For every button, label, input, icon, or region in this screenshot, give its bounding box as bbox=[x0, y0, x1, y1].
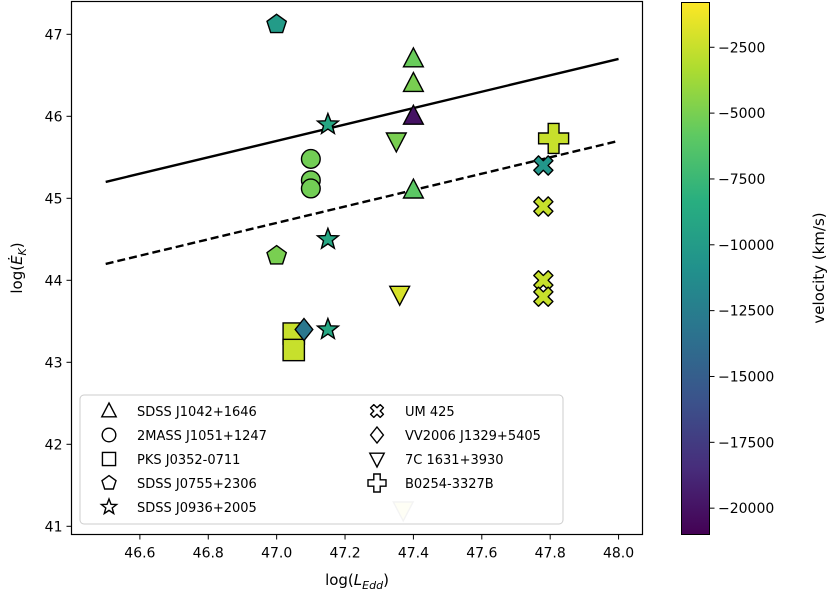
data-point-x bbox=[533, 286, 554, 307]
x-tick-label: 47.0 bbox=[261, 546, 292, 562]
y-tick-label: 47 bbox=[45, 27, 63, 43]
y-tick-label: 46 bbox=[45, 109, 63, 125]
colorbar-tick-label: −15000 bbox=[718, 369, 774, 385]
legend-label: 2MASS J1051+1247 bbox=[137, 429, 267, 444]
colorbar-tick-label: −12500 bbox=[718, 304, 774, 320]
x-tick-label: 47.6 bbox=[466, 546, 497, 562]
legend-marker-triangle-up bbox=[100, 401, 118, 418]
colorbar-ticks: −2500 −5000 −7500 −10000 −12500 −15000 −17500 −… bbox=[709, 40, 774, 517]
y-tick-label: 41 bbox=[45, 519, 63, 535]
data-point-star bbox=[315, 111, 341, 136]
data-point-triangle-down bbox=[385, 132, 408, 154]
data-point-x bbox=[533, 196, 554, 217]
legend-label: 7C 1631+3930 bbox=[405, 453, 504, 468]
data-point-star bbox=[315, 226, 341, 250]
legend-label: B0254-3327B bbox=[405, 477, 494, 492]
colorbar-tick-label: −7500 bbox=[718, 172, 765, 188]
legend-marker-star bbox=[99, 497, 119, 516]
y-tick-label: 43 bbox=[45, 355, 63, 371]
legend-marker-plus bbox=[367, 473, 387, 493]
data-point-diamond bbox=[294, 317, 314, 342]
data-point-circle bbox=[300, 148, 321, 169]
data-point-triangle-down bbox=[388, 285, 411, 307]
data-point-triangle-up bbox=[402, 177, 425, 199]
data-point-pentagon bbox=[266, 13, 288, 34]
colorbar-tick-label: −10000 bbox=[718, 238, 774, 254]
x-tick-label: 48.0 bbox=[603, 546, 634, 562]
data-point-pentagon bbox=[266, 244, 288, 265]
data-point-square bbox=[282, 338, 306, 362]
x-tick-label: 46.6 bbox=[124, 546, 155, 562]
colorbar-tick-label: −17500 bbox=[718, 435, 774, 451]
data-point-x bbox=[533, 155, 554, 176]
legend-marker-x bbox=[369, 403, 385, 419]
plot-lines bbox=[105, 57, 619, 266]
y-axis: 41 42 43 44 45 46 47 bbox=[45, 27, 72, 535]
plot-points bbox=[266, 13, 570, 523]
colorbar-tick-label: −20000 bbox=[718, 501, 774, 517]
legend: SDSS J1042+1646 2MASS J1051+1247 PKS J0352… bbox=[79, 394, 564, 525]
x-tick-label: 47.8 bbox=[535, 546, 566, 562]
legend-marker-circle bbox=[101, 427, 117, 443]
colorbar bbox=[681, 2, 710, 535]
data-point-circle bbox=[300, 178, 321, 199]
colorbar-tick-label: −5000 bbox=[718, 106, 765, 122]
legend-label: SDSS J0936+2005 bbox=[137, 501, 257, 516]
legend-marker-square bbox=[101, 451, 117, 467]
lower-relation-line bbox=[105, 139, 619, 266]
legend-label: UM 425 bbox=[405, 405, 455, 420]
legend-marker-triangle-down bbox=[368, 452, 386, 469]
legend-marker-diamond bbox=[369, 425, 385, 445]
legend-label: PKS J0352-0711 bbox=[137, 453, 240, 468]
x-axis: 46.6 46.8 47.0 47.2 47.4 47.6 47.8 48.0 bbox=[124, 534, 634, 562]
legend-label: SDSS J1042+1646 bbox=[137, 405, 257, 420]
upper-relation-line bbox=[105, 57, 619, 184]
data-point-star bbox=[315, 316, 341, 341]
x-tick-label: 47.4 bbox=[398, 546, 429, 562]
y-tick-label: 45 bbox=[45, 191, 63, 207]
x-tick-label: 46.8 bbox=[193, 546, 224, 562]
legend-label: SDSS J0755+2306 bbox=[137, 477, 257, 492]
data-point-triangle-up bbox=[402, 70, 425, 93]
data-point-plus bbox=[537, 122, 570, 155]
data-point-triangle-up bbox=[402, 103, 425, 125]
data-point-triangle-up bbox=[402, 46, 425, 68]
legend-marker-pentagon bbox=[101, 474, 117, 490]
legend-label: VV2006 J1329+5405 bbox=[405, 429, 541, 444]
plot-frame bbox=[70, 0, 644, 536]
colorbar-tick-label: −2500 bbox=[718, 40, 765, 56]
x-tick-label: 47.2 bbox=[329, 546, 360, 562]
y-tick-label: 42 bbox=[45, 437, 63, 453]
legend-box bbox=[79, 394, 564, 525]
y-tick-label: 44 bbox=[45, 273, 63, 289]
colorbar-label: velocity (km/s) bbox=[810, 212, 828, 323]
x-axis-label: log(LEdd) bbox=[325, 571, 389, 592]
